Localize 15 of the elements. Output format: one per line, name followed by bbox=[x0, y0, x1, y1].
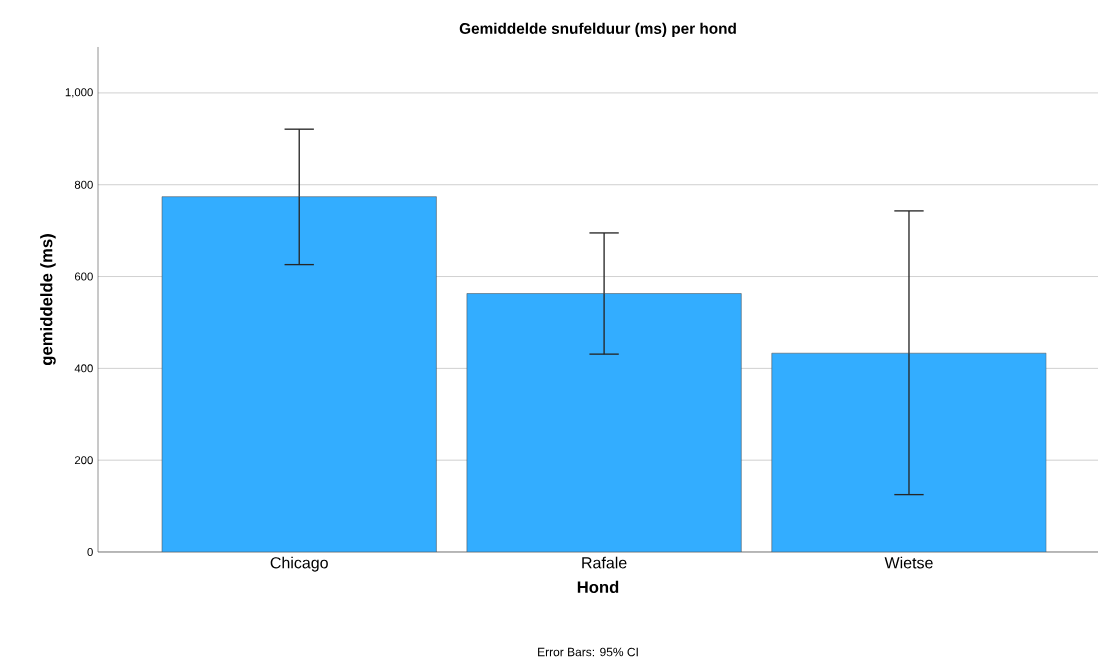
y-tick-label: 200 bbox=[74, 456, 93, 465]
x-tick-label: Chicago bbox=[270, 556, 328, 572]
y-tick-label: 1,000 bbox=[65, 88, 93, 98]
chart-title: Gemiddelde snufelduur (ms) per hond bbox=[459, 22, 736, 37]
y-axis-title: gemiddelde (ms) bbox=[40, 234, 56, 366]
bar bbox=[161, 196, 437, 552]
y-tick-label: 0 bbox=[87, 548, 93, 557]
bar bbox=[466, 293, 742, 552]
y-tick-label: 400 bbox=[74, 364, 93, 373]
x-tick-label: Rafale bbox=[582, 556, 627, 569]
x-axis-title: Hond bbox=[577, 580, 619, 594]
x-tick-label: Wietse bbox=[884, 556, 933, 569]
y-tick-label: 600 bbox=[74, 272, 93, 281]
text: Error Bars: 95% CI bbox=[538, 647, 638, 657]
y-tick-label: 800 bbox=[74, 180, 93, 189]
